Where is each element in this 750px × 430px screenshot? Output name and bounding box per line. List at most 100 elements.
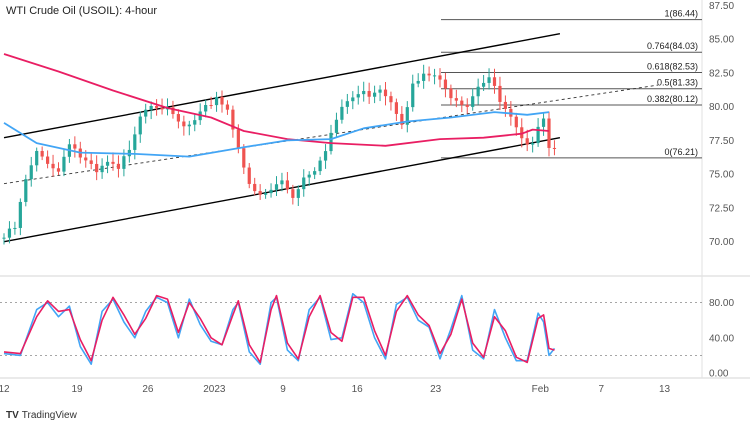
candle-body [378, 89, 382, 93]
time-axis-label: 16 [352, 384, 364, 395]
candle-body [35, 150, 39, 166]
moving-average-short [3, 111, 550, 158]
time-axis-label: 19 [71, 384, 83, 395]
candle-body [471, 96, 475, 107]
candle-body [160, 107, 164, 110]
candle-body [340, 106, 344, 120]
candle-body [367, 91, 371, 97]
candle-body [225, 104, 230, 110]
candle-body [285, 180, 289, 190]
candle-body [149, 105, 153, 110]
oscillator-layer [0, 293, 702, 365]
oscillator-axis-label: 0.00 [709, 369, 729, 380]
candle-body [182, 121, 186, 127]
candle-body [84, 157, 88, 161]
candle-body [520, 127, 524, 139]
candle-body [100, 165, 104, 173]
stochastic-d-line [3, 294, 555, 364]
grid-layer [0, 0, 750, 379]
candle-body [144, 109, 148, 117]
candle-body [111, 161, 115, 164]
moving-average-long [3, 53, 550, 147]
candle-body [253, 183, 257, 192]
oscillator-axis-label: 40.00 [709, 333, 734, 344]
candle-body [209, 105, 213, 107]
candle-body [269, 189, 273, 194]
candle-body [432, 75, 437, 77]
candle-body [280, 180, 284, 185]
time-axis-label: Feb [532, 384, 550, 395]
candle-body [307, 174, 311, 178]
candle-body [29, 165, 33, 180]
candle-body [525, 138, 529, 145]
candle-body [498, 85, 502, 102]
candle-body [236, 129, 240, 149]
candle-body [193, 120, 197, 125]
candle-body [133, 134, 137, 150]
candle-body [487, 77, 491, 83]
candle-body [422, 73, 426, 81]
tradingview-name: TradingView [21, 410, 77, 421]
candle-body [171, 107, 175, 115]
price-axis-label: 82.50 [709, 68, 734, 79]
candle-body [89, 160, 93, 164]
candle-body [155, 105, 159, 108]
candle-body [345, 101, 349, 107]
candle-body [405, 107, 409, 125]
candle-body [514, 116, 518, 128]
candles-layer [2, 64, 557, 245]
candle-body [40, 150, 44, 157]
time-axis-label: 12 [0, 384, 10, 395]
tradingview-brand: TV TradingView [6, 410, 77, 421]
fibonacci-level-label: 0.5(81.33) [657, 78, 698, 88]
candle-body [383, 89, 388, 97]
candle-body [187, 124, 191, 127]
candle-body [62, 156, 66, 172]
price-axis-label: 87.50 [709, 1, 734, 12]
time-axis-label: 9 [280, 384, 286, 395]
price-axis-label: 72.50 [709, 203, 734, 214]
candle-body [334, 119, 339, 133]
candle-body [400, 113, 404, 125]
candle-body [394, 102, 398, 114]
time-axis-label: 26 [142, 384, 154, 395]
fibonacci-layer: 1(86.44) 0.764(84.03) 0.618(82.53) 0.5(81.3… [441, 9, 702, 159]
fibonacci-level-label: 0.382(80.12) [647, 94, 698, 104]
candle-body [296, 189, 300, 198]
candle-body [443, 79, 448, 89]
candle-body [313, 171, 317, 175]
candle-body [258, 191, 262, 195]
price-axis-label: 85.00 [709, 35, 734, 46]
candle-body [2, 237, 6, 239]
tradingview-logo: TV [6, 410, 19, 421]
candle-body [329, 132, 333, 152]
candle-body [323, 151, 328, 161]
candle-body [231, 109, 235, 130]
oscillator-axis-label: 80.00 [709, 298, 734, 309]
candle-body [24, 179, 28, 202]
candle-body [56, 168, 61, 172]
candle-body [105, 161, 110, 166]
candle-body [220, 96, 224, 105]
candle-body [13, 227, 17, 229]
candle-body [138, 116, 142, 135]
candle-body [242, 148, 246, 168]
candle-body [373, 92, 377, 97]
candle-body [356, 94, 360, 98]
candle-body [541, 118, 546, 127]
candle-body [536, 126, 540, 144]
candle-body [362, 91, 366, 95]
candle-body [476, 86, 480, 97]
candle-body [7, 228, 12, 238]
candle-body [122, 156, 126, 169]
candle-body [116, 163, 121, 169]
candle-body [547, 118, 551, 148]
candle-body [291, 189, 295, 198]
time-axis-label: 13 [659, 384, 671, 395]
candle-body [274, 184, 279, 190]
axis-layer: 87.5085.0082.5080.0077.5075.0072.5070.00… [0, 1, 734, 395]
candle-body [454, 98, 458, 101]
candle-body [552, 147, 557, 149]
moving-average-layer [3, 53, 550, 158]
